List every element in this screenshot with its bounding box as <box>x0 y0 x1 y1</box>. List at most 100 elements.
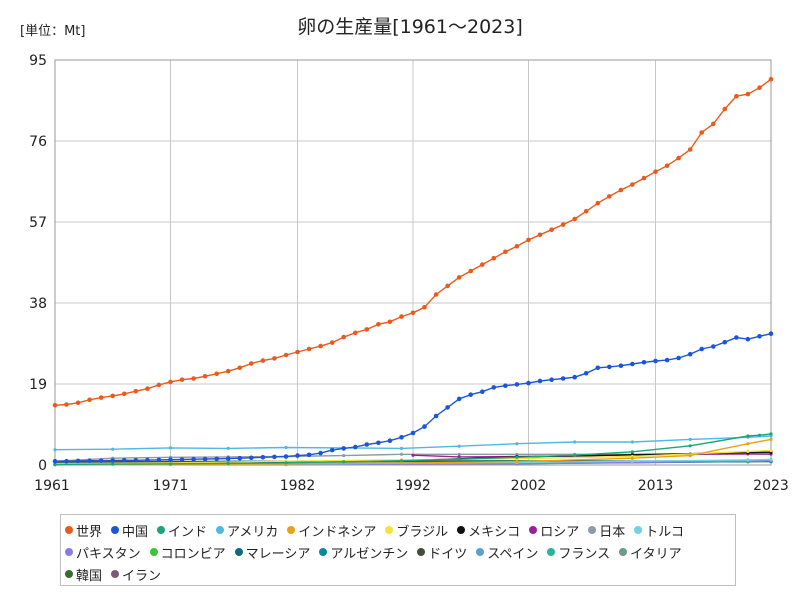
data-point <box>295 349 300 355</box>
data-point <box>272 454 277 460</box>
data-point <box>526 237 531 243</box>
legend-label: パキスタン <box>76 546 141 562</box>
data-point <box>595 365 601 371</box>
legend-label: スペイン <box>487 546 539 562</box>
data-point <box>456 396 462 402</box>
data-point <box>560 376 566 381</box>
legend-marker <box>634 526 643 534</box>
data-point <box>769 437 773 441</box>
data-point <box>687 351 693 357</box>
legend-marker <box>149 548 158 556</box>
data-point <box>688 444 692 448</box>
legend-label: マレーシア <box>245 546 311 562</box>
legend-marker <box>547 548 556 556</box>
legend-marker <box>619 548 628 556</box>
data-point <box>214 371 219 377</box>
data-point <box>98 395 104 400</box>
legend-label: ブラジル <box>396 524 449 540</box>
data-point <box>768 331 774 337</box>
data-point <box>537 232 543 238</box>
data-point <box>711 121 716 127</box>
data-point <box>341 446 347 451</box>
data-point <box>353 444 358 450</box>
data-point <box>515 452 519 456</box>
data-point <box>664 357 670 363</box>
data-point <box>630 459 635 463</box>
legend-marker <box>417 548 426 556</box>
data-point <box>329 340 335 345</box>
data-point <box>572 374 577 380</box>
data-point <box>607 364 612 370</box>
data-point <box>757 433 762 437</box>
x-tick-label: 2023 <box>753 478 789 494</box>
legend-item: イタリア <box>619 541 682 563</box>
data-point <box>630 450 635 454</box>
data-point <box>52 458 58 464</box>
data-point <box>445 283 450 289</box>
legend-item: マレーシア <box>234 541 311 563</box>
legend-item: アルゼンチン <box>319 541 408 563</box>
data-point <box>746 458 750 462</box>
data-point <box>53 448 57 452</box>
data-point <box>237 455 243 461</box>
data-point <box>191 456 196 462</box>
legend-label: ドイツ <box>428 546 468 562</box>
legend-item: インドネシア <box>287 519 376 541</box>
data-point <box>746 434 750 438</box>
data-point <box>226 446 230 450</box>
legend-marker <box>216 526 225 534</box>
data-point <box>769 457 773 462</box>
legend-marker <box>457 526 466 534</box>
data-point <box>630 456 635 460</box>
data-point <box>560 222 566 227</box>
legend-item: 韓国 <box>65 563 102 585</box>
data-point <box>133 458 139 463</box>
data-point <box>537 378 543 384</box>
data-point <box>75 458 81 464</box>
legend-label: ロシア <box>540 524 580 540</box>
grid-lines <box>55 60 771 465</box>
data-point <box>457 455 461 459</box>
data-point <box>515 442 519 446</box>
data-point <box>168 446 173 450</box>
x-tick-label: 2002 <box>511 478 547 494</box>
data-point <box>688 437 692 441</box>
data-point <box>457 452 461 456</box>
legend-marker <box>157 526 166 534</box>
data-point <box>768 76 774 82</box>
legend-label: メキシコ <box>468 524 521 540</box>
data-point <box>376 322 381 327</box>
series-1 <box>52 331 774 464</box>
x-tick-label: 1992 <box>395 478 431 494</box>
y-tick-label: 38 <box>29 296 47 312</box>
y-tick-label: 0 <box>38 458 47 474</box>
data-point <box>515 460 519 464</box>
data-point <box>98 458 104 464</box>
legend-label: フランス <box>558 546 611 562</box>
data-point <box>364 442 370 447</box>
legend-item: ブラジル <box>385 519 448 541</box>
data-point <box>664 163 670 168</box>
y-tick-label: 19 <box>29 377 47 393</box>
data-point <box>676 155 681 161</box>
legend-item: メキシコ <box>457 519 520 541</box>
data-point <box>214 456 219 462</box>
legend-label: コロンビア <box>160 546 226 562</box>
data-point <box>329 447 335 453</box>
data-point <box>433 292 439 297</box>
data-point <box>237 365 243 371</box>
data-point <box>699 130 704 135</box>
data-point <box>480 389 485 395</box>
unit-label: [単位：Mt] <box>20 23 85 39</box>
plot-frame <box>54 59 772 466</box>
data-point <box>515 455 519 459</box>
data-point <box>687 147 693 152</box>
data-point <box>156 457 162 463</box>
data-point <box>573 440 577 444</box>
series-0 <box>52 76 774 408</box>
data-point <box>283 454 289 459</box>
series-line <box>54 435 772 451</box>
legend-marker <box>65 526 73 534</box>
data-point <box>445 405 450 410</box>
